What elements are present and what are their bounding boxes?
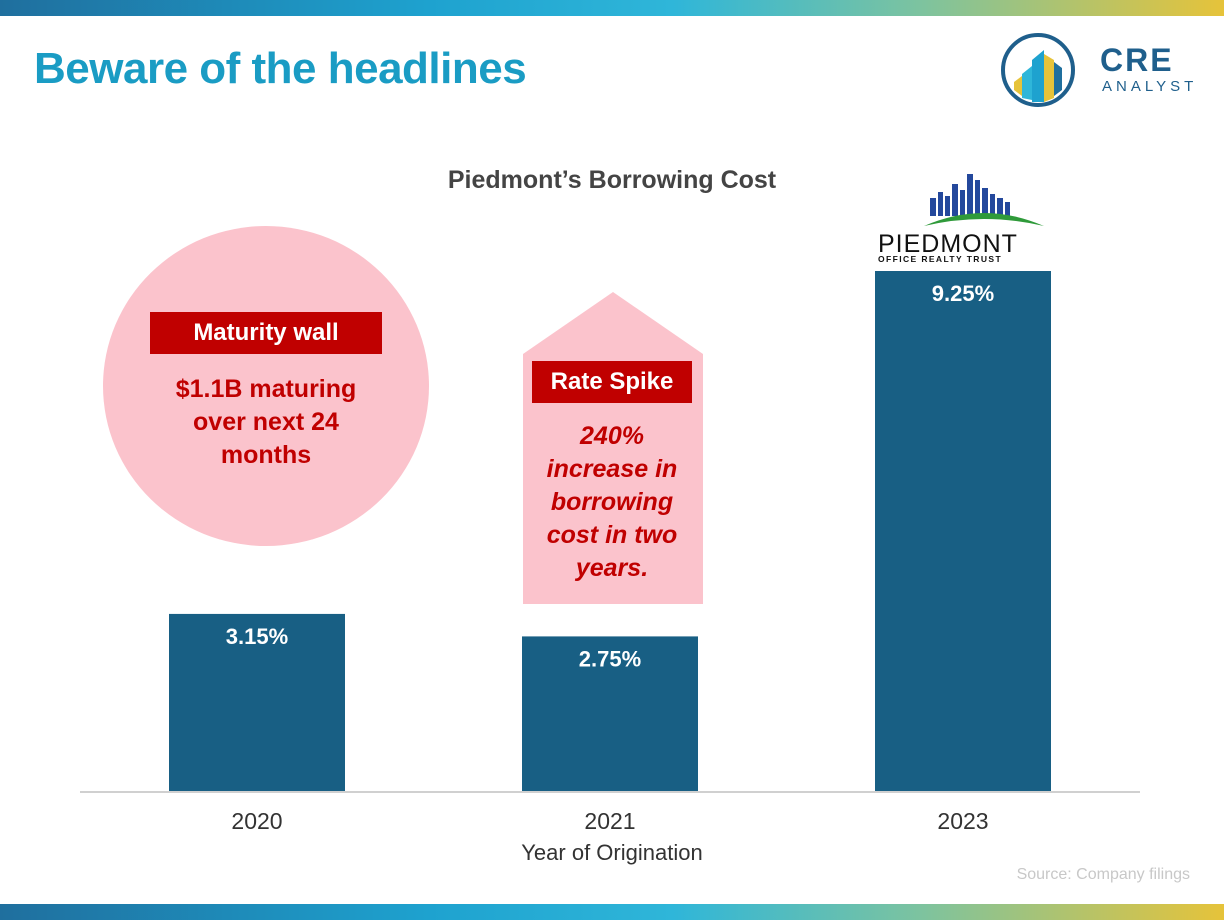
brand-name-line1: CRE [1100, 42, 1174, 78]
cre-analyst-logo: CRE ANALYST [1000, 30, 1200, 110]
maturity-line: $1.1B maturing [175, 375, 357, 403]
rate-spike-tag: Rate Spike [532, 361, 692, 403]
source-note: Source: Company filings [1016, 866, 1190, 883]
bottom-gradient-band [0, 904, 1224, 920]
rate-spike-text: 240% increase in borrowing cost in two y… [528, 420, 696, 585]
company-subtitle: OFFICE REALTY TRUST [878, 254, 1003, 264]
brand-name-line2: ANALYST [1102, 78, 1198, 95]
bar-2023 [875, 271, 1051, 791]
spike-line: borrowing [550, 488, 674, 516]
bar-2021 [522, 636, 698, 791]
cre-logo-icon [1001, 33, 1075, 107]
chart-title: Piedmont’s Borrowing Cost [447, 166, 777, 194]
top-gradient-band [0, 0, 1224, 16]
data-label-2021: 2.75% [579, 646, 641, 671]
maturity-callout-text: $1.1B maturing over next 24 months [140, 373, 392, 472]
maturity-line: months [220, 441, 312, 469]
tick-label-2023: 2023 [937, 808, 988, 834]
spike-line: cost in two [546, 521, 678, 549]
x-axis-label: Year of Origination [521, 840, 703, 865]
maturity-line: over next 24 [193, 408, 339, 436]
maturity-callout-circle [103, 226, 429, 546]
data-label-2023: 9.25% [932, 281, 994, 306]
company-name: PIEDMONT [878, 230, 1018, 258]
slide-title: Beware of the headlines [34, 44, 527, 93]
spike-line: years. [575, 554, 649, 582]
spike-line: increase in [546, 455, 678, 483]
maturity-wall-tag: Maturity wall [150, 312, 382, 354]
tick-label-2021: 2021 [584, 808, 635, 834]
tick-label-2020: 2020 [231, 808, 282, 834]
skyline-icon [924, 174, 1044, 226]
bar-2020 [169, 613, 345, 791]
spike-line: 240% [580, 422, 644, 450]
data-label-2020: 3.15% [226, 624, 288, 649]
piedmont-logo: PIEDMONT OFFICE REALTY TRUST [874, 168, 1054, 268]
